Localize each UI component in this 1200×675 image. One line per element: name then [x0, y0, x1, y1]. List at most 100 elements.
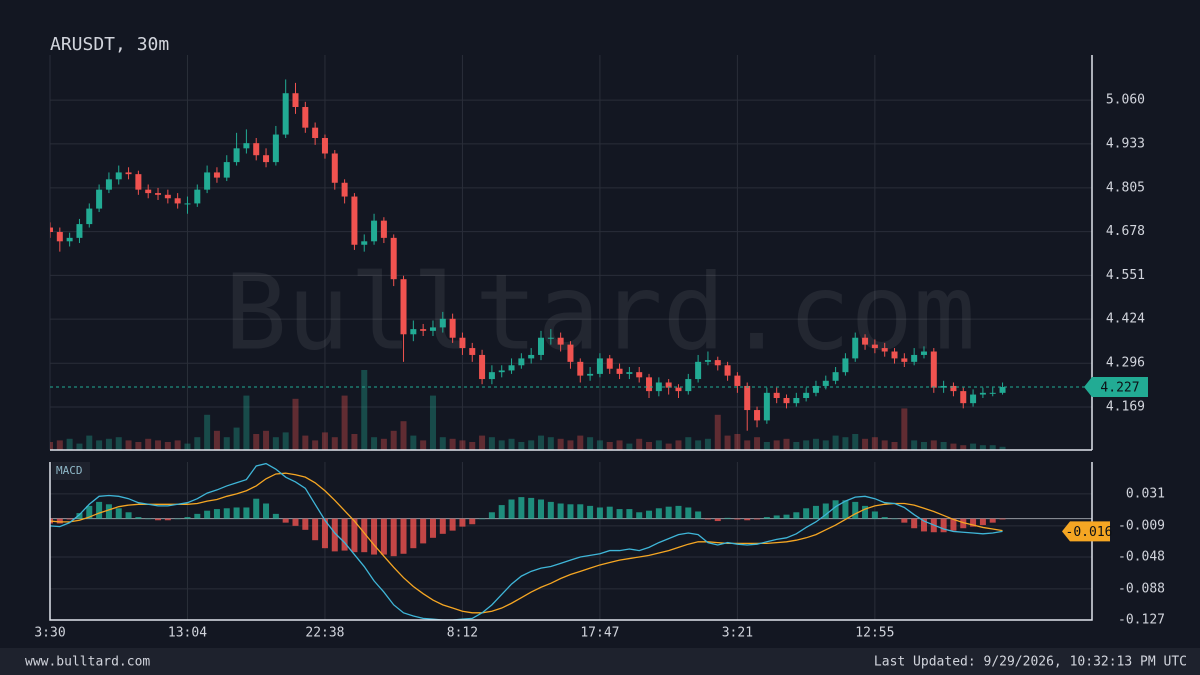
histogram-bar — [331, 518, 338, 552]
volume-bar — [50, 442, 53, 450]
volume-bar — [184, 443, 191, 450]
candle-body — [538, 337, 544, 355]
y-tick-label: 4.296 — [1106, 356, 1145, 371]
footer-updated: Last Updated: 9/29/2026, 10:32:13 PM UTC — [874, 655, 1187, 670]
x-tick-label: 3:30 — [34, 626, 65, 641]
candle-body — [263, 155, 270, 163]
volume-bar — [361, 370, 368, 450]
y-tick-label: -0.009 — [1118, 518, 1165, 533]
candle-body — [204, 172, 211, 190]
volume-bar — [400, 421, 407, 450]
candle-body — [410, 329, 417, 335]
candle-body — [911, 354, 918, 362]
histogram-bar — [145, 518, 152, 520]
macd-panel — [50, 462, 1092, 620]
histogram-bar — [538, 499, 544, 519]
candle-body — [547, 337, 554, 339]
volume-bar — [930, 440, 937, 450]
histogram-bar — [429, 518, 436, 538]
candle-body — [930, 351, 937, 388]
chart-title: ARUSDT, 30m — [50, 34, 169, 55]
volume-bar — [282, 432, 289, 450]
candle-body — [174, 198, 181, 204]
candle-body — [469, 348, 476, 355]
volume-bar — [253, 434, 260, 450]
candle-body — [901, 358, 908, 362]
histogram-bar — [842, 500, 849, 519]
candle-body — [233, 148, 240, 163]
y-tick-label: -0.088 — [1118, 581, 1165, 596]
histogram-bar — [233, 507, 240, 519]
candle-body — [272, 134, 279, 163]
histogram-bar — [636, 512, 643, 519]
candle-body — [528, 354, 535, 359]
volume-bar — [901, 408, 908, 450]
candle-body — [567, 344, 574, 362]
histogram-bar — [321, 518, 328, 549]
volume-bar — [970, 443, 977, 450]
volume-bar — [783, 438, 790, 450]
volume-bar — [459, 440, 466, 450]
candle-body — [312, 127, 319, 138]
histogram-bar — [577, 504, 584, 519]
macd-value-label: -0.016 — [1066, 525, 1113, 540]
candle-body — [331, 153, 338, 183]
histogram-bar — [960, 518, 967, 529]
candle-body — [675, 387, 682, 392]
candle-body — [96, 189, 103, 209]
candle-body — [626, 372, 633, 374]
candle-body — [194, 189, 201, 204]
candle-body — [66, 237, 73, 242]
candle-body — [557, 337, 564, 345]
volume-bar — [135, 442, 142, 450]
macd-value-badge — [1062, 521, 1110, 542]
histogram-bar — [96, 501, 103, 519]
candle-body — [812, 385, 819, 393]
volume-bar — [547, 437, 554, 450]
volume-bar — [567, 440, 574, 450]
y-tick-label: 4.551 — [1106, 268, 1145, 283]
histogram-bar — [380, 518, 387, 555]
histogram-bar — [184, 517, 191, 519]
volume-bar — [155, 440, 162, 450]
histogram-bar — [616, 509, 623, 519]
candle-body — [646, 377, 653, 392]
candle-body — [577, 361, 584, 376]
x-tick-label: 13:04 — [168, 626, 207, 641]
volume-bar — [371, 437, 378, 450]
volume-bar — [263, 430, 270, 450]
histogram-bar — [125, 512, 132, 519]
candle-body — [429, 327, 436, 331]
candle-body — [390, 237, 397, 280]
histogram-bar — [626, 509, 633, 519]
volume-bar — [655, 440, 662, 450]
labels: 4.169 4.296 4.424 4.551 4.678 4.805 4.933 5.060… — [34, 93, 1165, 641]
candle-body — [754, 410, 761, 421]
histogram-bar — [479, 518, 486, 520]
candle-body — [734, 375, 741, 386]
volume-bar — [469, 442, 476, 450]
histogram-bar — [400, 518, 407, 554]
candle-body — [380, 220, 387, 238]
footer — [0, 648, 1200, 675]
volume-bar — [498, 440, 505, 450]
volume-bar — [842, 437, 849, 450]
histogram-bar — [105, 504, 112, 519]
candle-body — [606, 358, 613, 369]
histogram-bar — [704, 518, 711, 520]
histogram-bar — [361, 518, 368, 553]
candle-body — [685, 379, 692, 392]
histogram-bar — [724, 517, 731, 519]
candle-body — [86, 208, 93, 225]
x-tick-label: 12:55 — [855, 626, 894, 641]
histogram-bar — [56, 518, 63, 524]
volume-bar — [479, 435, 486, 450]
volume-bar — [410, 435, 417, 450]
volume-bar — [331, 437, 338, 450]
histogram-bar — [76, 513, 83, 519]
volume-bar — [714, 414, 721, 450]
y-tick-label: 4.424 — [1106, 312, 1145, 327]
volume-bar — [351, 434, 358, 450]
histogram-bar — [773, 515, 780, 519]
